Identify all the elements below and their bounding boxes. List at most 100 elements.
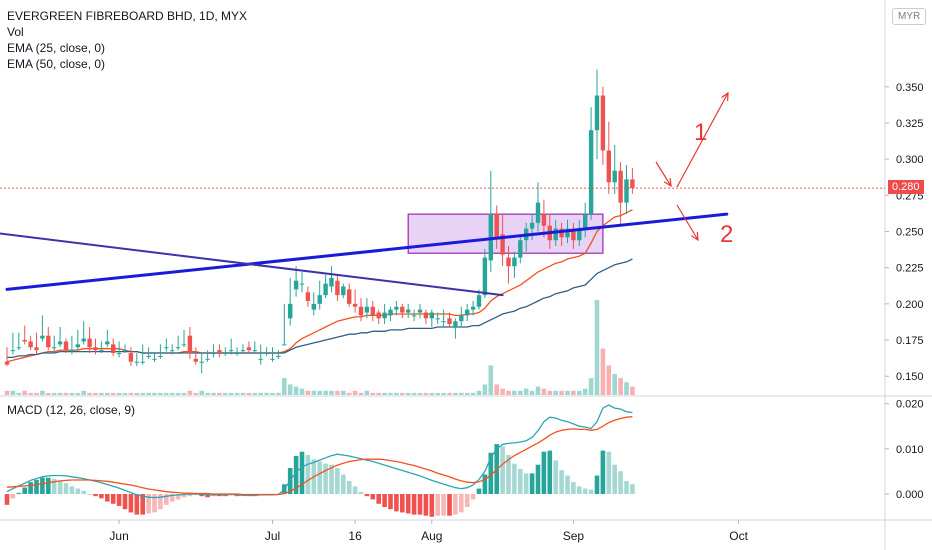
macd-histogram-bar [16, 492, 22, 494]
volume-bar [16, 392, 22, 395]
volume-bar [28, 392, 33, 395]
axes: 0.3500.3250.3000.2750.2500.2250.2000.175… [0, 82, 924, 543]
volume-bar [405, 392, 411, 395]
volume-bar [51, 392, 57, 395]
annotations[interactable]: 12 [655, 91, 733, 248]
currency-badge[interactable]: MYR [892, 8, 927, 25]
candle-body [465, 309, 470, 316]
time-tick-label: Aug [421, 529, 442, 543]
candle-body [588, 130, 594, 215]
volume-bar [447, 392, 452, 395]
volume-bar [612, 373, 617, 395]
macd-histogram-bar [394, 494, 399, 512]
candle-body [93, 347, 98, 351]
candle-body [476, 295, 482, 307]
candle-body [311, 303, 316, 310]
macd-histogram-bar [376, 494, 381, 504]
volume-bar [116, 392, 122, 395]
macd-line [6, 404, 633, 499]
volume-bar [594, 300, 600, 395]
volume-bar [494, 384, 499, 395]
macd-histogram-bar [110, 494, 116, 504]
candle-body [146, 355, 151, 357]
trendlines[interactable] [0, 212, 729, 297]
volume-bar [22, 390, 27, 395]
volume-bar [63, 392, 69, 395]
volume-bar [169, 392, 175, 395]
candle-body [612, 170, 617, 183]
candle-body [388, 309, 393, 316]
candle-body [459, 315, 464, 322]
volume-bar [264, 392, 269, 395]
volume-bar [193, 392, 199, 395]
macd-histogram-bar [4, 494, 10, 505]
volume-bar [311, 390, 317, 395]
volume-bar [287, 384, 293, 395]
time-tick-label: 16 [348, 529, 362, 543]
volume-bar [559, 390, 564, 395]
macd-histogram-bar [571, 482, 576, 494]
candle-body [529, 222, 535, 229]
macd-histogram-bar [618, 471, 623, 494]
arrow-down-short [655, 161, 672, 187]
volume-bar [335, 390, 340, 395]
candle-body [347, 289, 352, 304]
candle-body [240, 350, 246, 352]
volume-bar [370, 392, 376, 395]
volume-bar [40, 390, 45, 395]
candle-body [152, 358, 157, 360]
volume-bar [158, 392, 163, 395]
macd-histogram-bar [341, 474, 346, 494]
macd-histogram-bar [75, 488, 81, 494]
candle-body [453, 321, 458, 327]
candle-body [583, 214, 588, 229]
volume-bar [606, 365, 612, 395]
volume-bar [518, 390, 523, 395]
volume-bar [464, 392, 470, 395]
macd-histogram-bar [99, 494, 104, 499]
purple-downtrend-trendline [0, 232, 504, 297]
macd-histogram-bar [470, 494, 476, 500]
volume-bar [234, 392, 240, 395]
price-tick-label: 0.150 [896, 371, 924, 383]
volume-bar [152, 392, 157, 395]
candle-body [246, 347, 252, 351]
volume-bar [411, 392, 417, 395]
macd-histogram-bar [57, 480, 63, 494]
volume-bar [329, 390, 334, 395]
candle-body [75, 344, 80, 348]
arrow-down-short-head [663, 177, 672, 188]
candle-body [606, 150, 611, 183]
candle-body [270, 358, 275, 360]
candle-body [81, 338, 86, 342]
candle-body [323, 283, 328, 296]
legend-vol[interactable]: Vol [7, 25, 24, 39]
legend-ema50[interactable]: EMA (50, close, 0) [7, 57, 106, 71]
volume-bar [240, 392, 246, 395]
macd-histogram-bar [488, 452, 494, 494]
macd-histogram-bar [346, 480, 352, 494]
candle-body [400, 306, 405, 313]
arrow-scenario-1-head [721, 91, 729, 102]
volume-bar [317, 390, 322, 395]
macd-histogram-bar [134, 494, 140, 515]
volume-bar [75, 392, 81, 395]
macd-histogram-bar [429, 494, 435, 517]
macd-histogram-bar [565, 475, 570, 494]
candle-body [134, 361, 139, 363]
volume-bar [228, 392, 234, 395]
volume-bar [547, 390, 553, 395]
candle-body [594, 95, 600, 131]
legend-ema25[interactable]: EMA (25, close, 0) [7, 41, 106, 55]
consolidation-box[interactable] [407, 213, 604, 254]
chart-title: EVERGREEN FIBREBOARD BHD, 1D, MYX [7, 9, 248, 23]
candle-body [494, 214, 499, 238]
volume-bar [459, 392, 464, 395]
volume-bar [270, 392, 275, 395]
volume-bar [535, 386, 541, 395]
macd-histogram-bar [370, 494, 376, 500]
macd-histogram-bar [335, 467, 340, 494]
candle-body [288, 303, 293, 319]
legend-macd[interactable]: MACD (12, 26, close, 9) [7, 403, 136, 417]
